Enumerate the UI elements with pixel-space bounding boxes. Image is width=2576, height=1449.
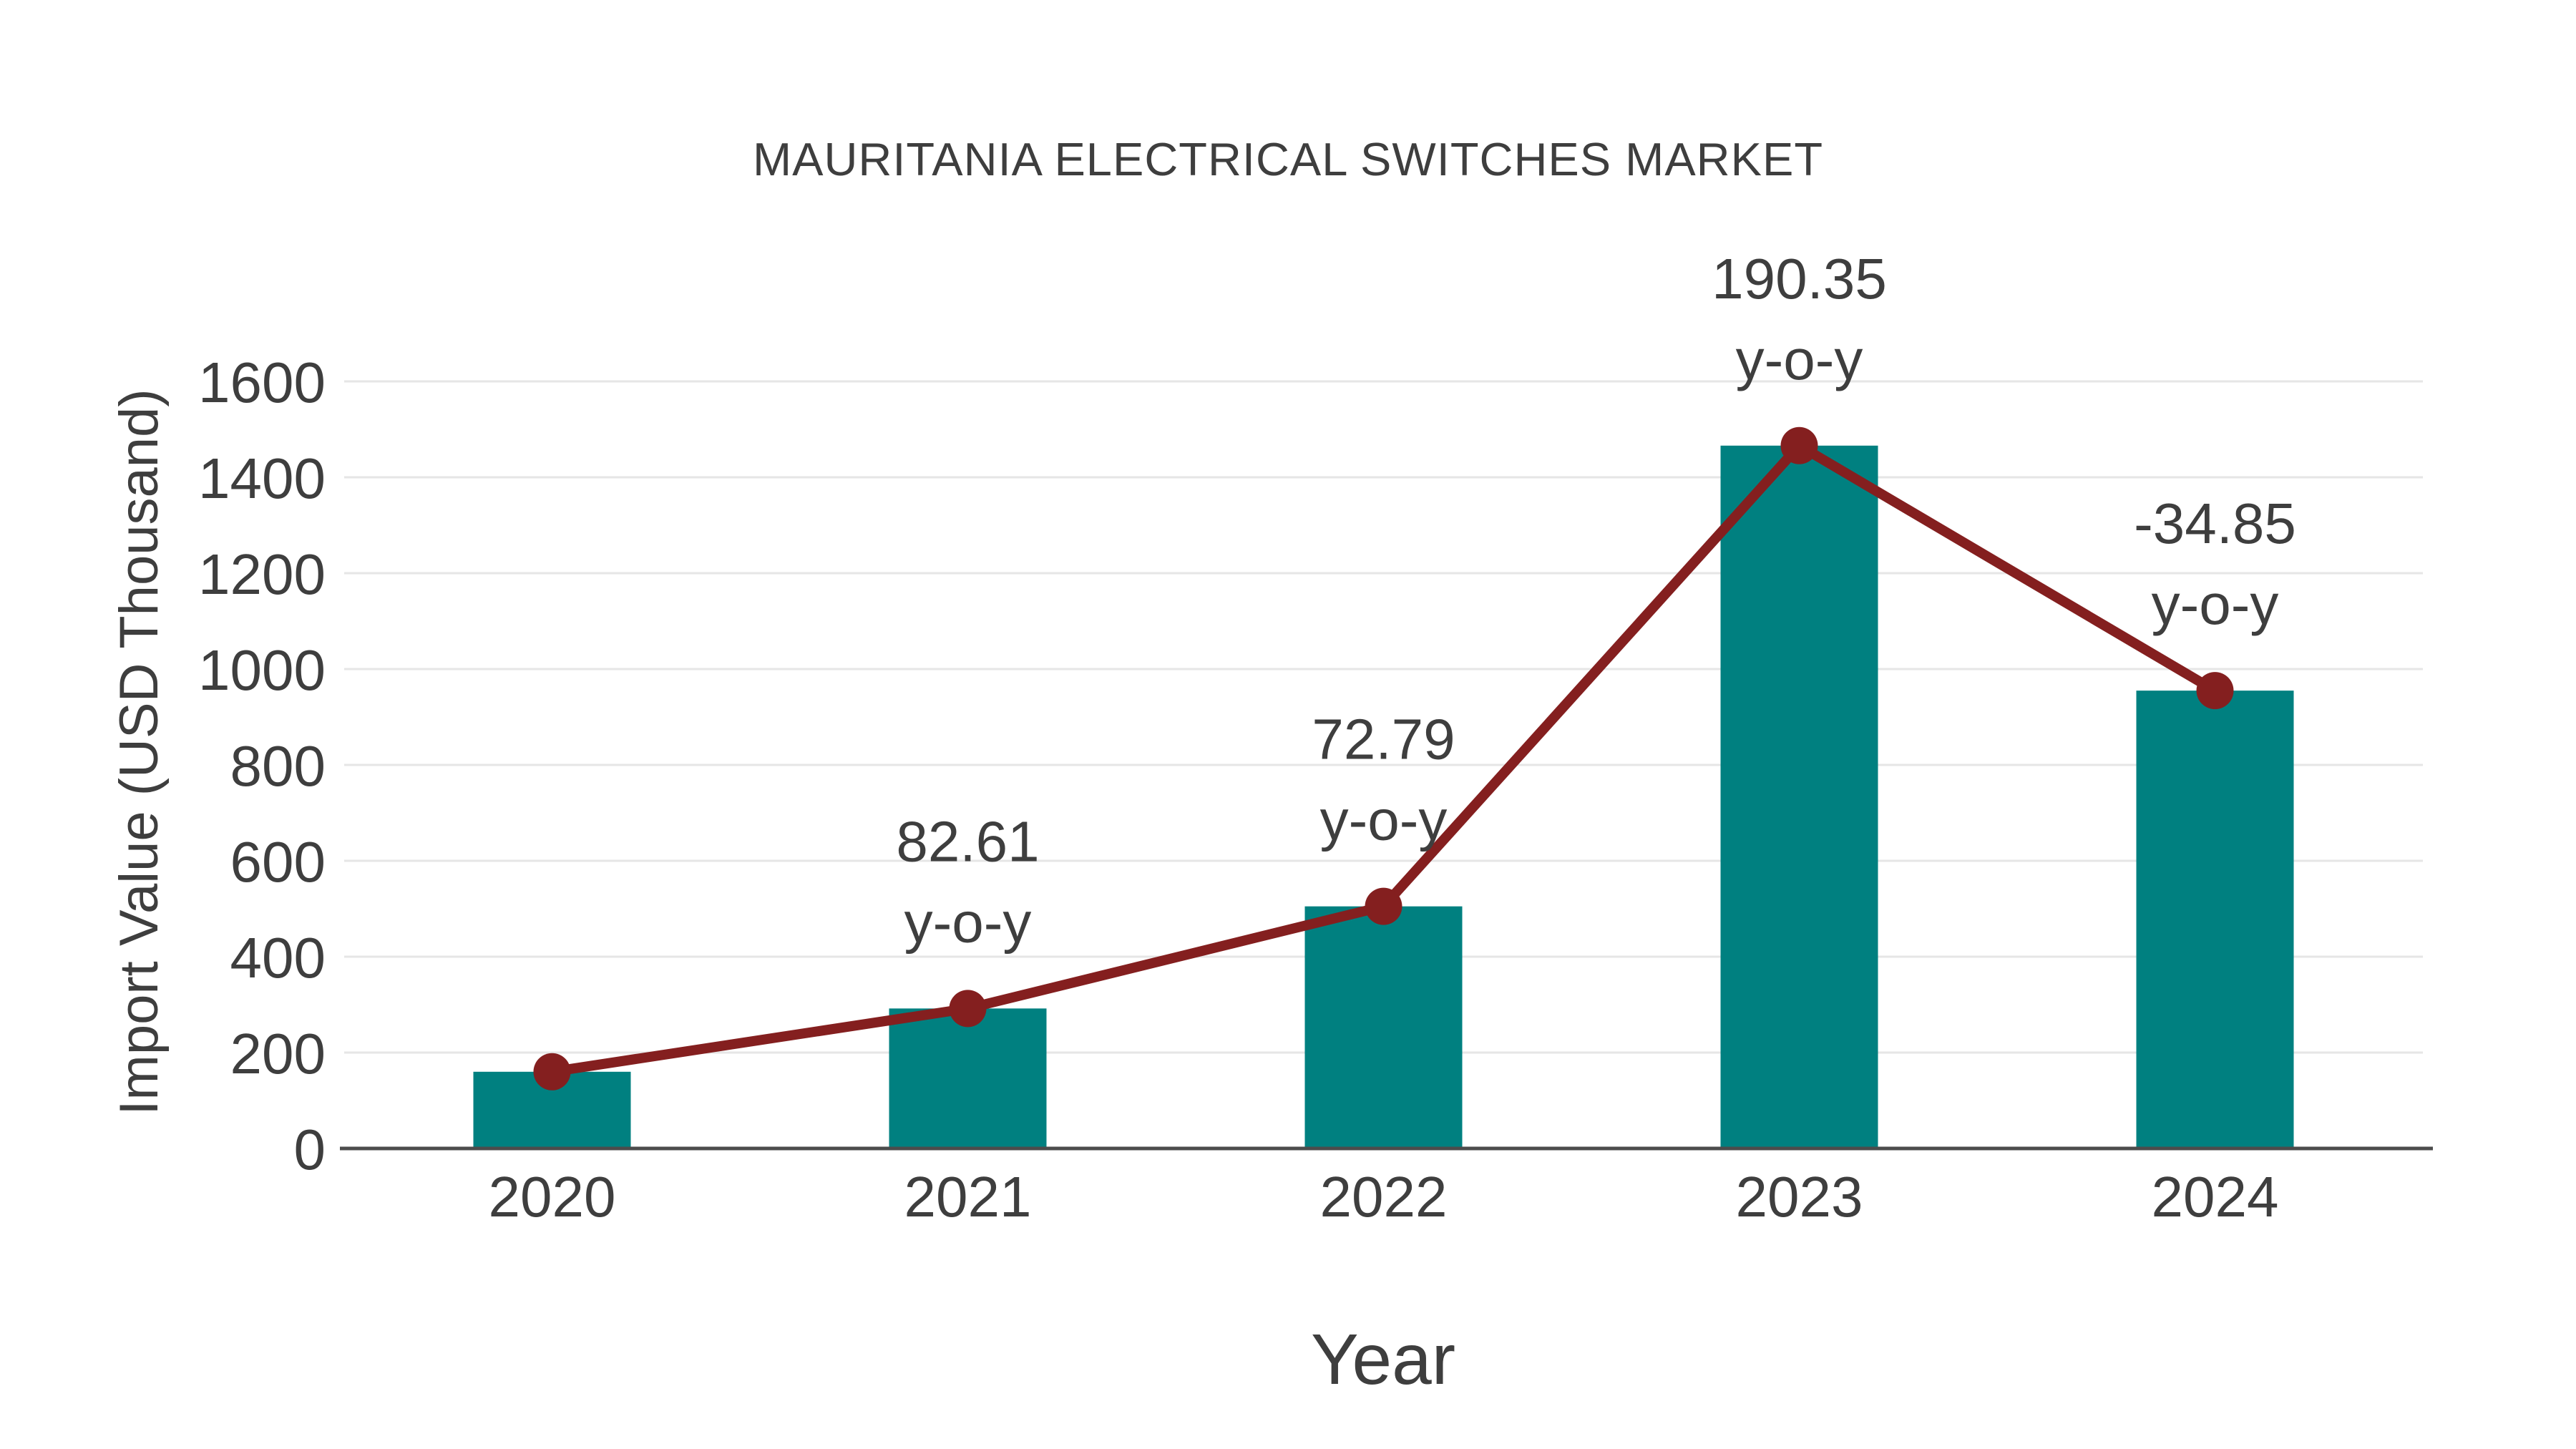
y-tick-label-400: 400: [230, 926, 326, 990]
x-axis-title: Year: [1310, 1319, 1456, 1400]
x-tick-label-2022: 2022: [1320, 1165, 1448, 1229]
trend-point-2020: [533, 1053, 571, 1091]
annotation-yoy-2024: y-o-y: [2152, 572, 2279, 636]
y-tick-label-1200: 1200: [198, 542, 326, 606]
trend-point-2021: [949, 990, 987, 1028]
bar-2024: [2136, 691, 2294, 1148]
annotation-yoy-2023: y-o-y: [1736, 328, 1863, 391]
bar-2023: [1720, 445, 1878, 1148]
x-tick-label-2024: 2024: [2152, 1165, 2279, 1229]
annotation-yoy-2021: y-o-y: [904, 890, 1032, 954]
bar-2022: [1304, 906, 1463, 1148]
trend-point-2023: [1780, 426, 1818, 464]
y-tick-label-1600: 1600: [198, 351, 326, 414]
y-tick-label-1000: 1000: [198, 638, 326, 702]
y-axis-title: Import Value (USD Thousand): [109, 389, 170, 1116]
annotation-value-2022: 72.79: [1312, 708, 1455, 771]
bar-2021: [889, 1008, 1047, 1148]
annotation-value-2023: 190.35: [1712, 247, 1887, 311]
y-tick-label-800: 800: [230, 734, 326, 798]
chart-title: MAURITANIA ELECTRICAL SWITCHES MARKET: [752, 133, 1824, 185]
y-tick-label-0: 0: [294, 1118, 326, 1181]
y-tick-label-600: 600: [230, 830, 326, 894]
x-tick-label-2023: 2023: [1736, 1165, 1863, 1229]
annotation-value-2021: 82.61: [896, 809, 1039, 873]
annotation-value-2024: -34.85: [2134, 492, 2296, 555]
trend-point-2022: [1365, 887, 1402, 925]
y-tick-label-200: 200: [230, 1022, 326, 1085]
x-tick-label-2020: 2020: [489, 1165, 616, 1229]
x-tick-label-2021: 2021: [904, 1165, 1032, 1229]
y-tick-label-1400: 1400: [198, 447, 326, 510]
trend-point-2024: [2196, 672, 2234, 710]
annotation-yoy-2022: y-o-y: [1320, 789, 1448, 852]
